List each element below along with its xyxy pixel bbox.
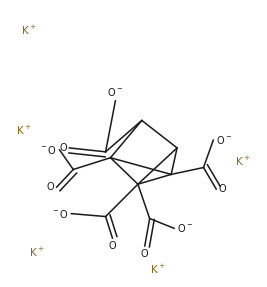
Text: K$^+$: K$^+$	[17, 124, 32, 137]
Text: O: O	[141, 249, 148, 259]
Text: O: O	[109, 241, 116, 251]
Text: K$^+$: K$^+$	[21, 24, 37, 37]
Text: O$^-$: O$^-$	[107, 86, 123, 98]
Text: O: O	[219, 184, 226, 194]
Text: O$^-$: O$^-$	[216, 134, 232, 146]
Text: K$^+$: K$^+$	[235, 155, 250, 168]
Text: O: O	[59, 143, 67, 153]
Text: K$^+$: K$^+$	[29, 246, 45, 259]
Text: O$^-$: O$^-$	[177, 222, 193, 234]
Text: $^-$O: $^-$O	[39, 144, 57, 156]
Text: O: O	[46, 182, 54, 192]
Text: $^-$O: $^-$O	[51, 208, 69, 220]
Text: K$^+$: K$^+$	[150, 263, 165, 276]
